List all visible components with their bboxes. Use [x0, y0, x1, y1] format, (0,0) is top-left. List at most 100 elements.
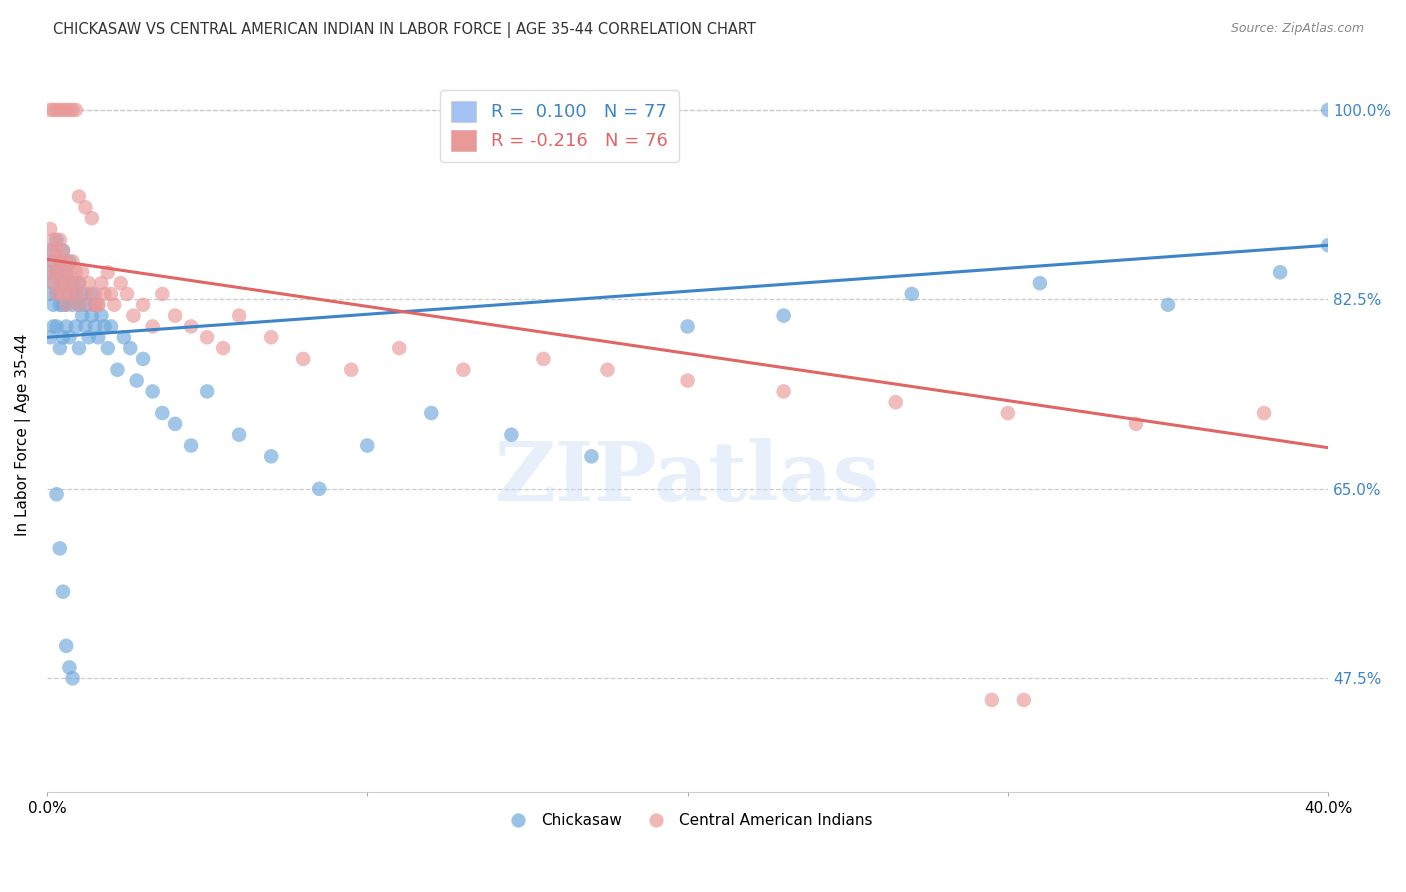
Point: [150, 406, 173, 420]
Point: [52, 103, 75, 117]
Point: [122, 309, 145, 323]
Point: [39, 222, 62, 236]
Point: [180, 319, 202, 334]
Point: [62, 671, 84, 685]
Point: [87, 330, 110, 344]
Point: [45, 233, 67, 247]
Point: [52, 298, 75, 312]
Point: [212, 341, 235, 355]
Point: [42, 276, 65, 290]
Point: [42, 254, 65, 268]
Point: [58, 287, 80, 301]
Point: [80, 298, 103, 312]
Point: [55, 103, 77, 117]
Point: [195, 330, 218, 344]
Point: [165, 309, 187, 323]
Point: [65, 287, 87, 301]
Legend: Chickasaw, Central American Indians: Chickasaw, Central American Indians: [496, 807, 879, 834]
Point: [228, 309, 250, 323]
Point: [93, 319, 115, 334]
Point: [1157, 298, 1180, 312]
Point: [676, 374, 699, 388]
Point: [676, 319, 699, 334]
Point: [1253, 406, 1275, 420]
Point: [100, 287, 122, 301]
Point: [84, 319, 107, 334]
Point: [67, 189, 90, 203]
Point: [1125, 417, 1147, 431]
Point: [67, 276, 90, 290]
Point: [45, 244, 67, 258]
Point: [62, 254, 84, 268]
Point: [900, 287, 922, 301]
Point: [55, 265, 77, 279]
Point: [67, 298, 90, 312]
Point: [49, 298, 72, 312]
Point: [58, 287, 80, 301]
Point: [165, 417, 187, 431]
Point: [107, 363, 129, 377]
Point: [501, 427, 523, 442]
Point: [49, 276, 72, 290]
Point: [772, 309, 794, 323]
Point: [65, 319, 87, 334]
Point: [884, 395, 907, 409]
Y-axis label: In Labor Force | Age 35-44: In Labor Force | Age 35-44: [15, 334, 31, 536]
Point: [100, 319, 122, 334]
Point: [55, 639, 77, 653]
Point: [87, 298, 110, 312]
Point: [42, 319, 65, 334]
Point: [45, 103, 67, 117]
Point: [45, 265, 67, 279]
Point: [110, 276, 132, 290]
Point: [42, 254, 65, 268]
Point: [112, 330, 135, 344]
Point: [52, 330, 75, 344]
Point: [292, 351, 315, 366]
Point: [58, 103, 80, 117]
Point: [142, 319, 165, 334]
Point: [52, 287, 75, 301]
Point: [84, 287, 107, 301]
Point: [70, 287, 93, 301]
Point: [42, 233, 65, 247]
Point: [58, 254, 80, 268]
Point: [97, 265, 120, 279]
Point: [180, 438, 202, 452]
Point: [308, 482, 330, 496]
Point: [75, 200, 97, 214]
Point: [52, 276, 75, 290]
Point: [1268, 265, 1291, 279]
Point: [52, 584, 75, 599]
Point: [52, 244, 75, 258]
Point: [75, 319, 97, 334]
Point: [80, 287, 103, 301]
Point: [75, 287, 97, 301]
Point: [45, 265, 67, 279]
Point: [39, 330, 62, 344]
Point: [62, 276, 84, 290]
Point: [39, 265, 62, 279]
Point: [42, 103, 65, 117]
Point: [67, 276, 90, 290]
Point: [340, 363, 363, 377]
Point: [90, 276, 112, 290]
Point: [45, 487, 67, 501]
Point: [62, 276, 84, 290]
Point: [42, 298, 65, 312]
Point: [49, 541, 72, 556]
Point: [115, 287, 138, 301]
Point: [120, 341, 142, 355]
Point: [93, 287, 115, 301]
Point: [45, 287, 67, 301]
Point: [58, 660, 80, 674]
Text: Source: ZipAtlas.com: Source: ZipAtlas.com: [1230, 22, 1364, 36]
Point: [49, 103, 72, 117]
Point: [55, 319, 77, 334]
Point: [55, 298, 77, 312]
Point: [52, 244, 75, 258]
Point: [70, 265, 93, 279]
Point: [62, 103, 84, 117]
Point: [39, 244, 62, 258]
Point: [49, 233, 72, 247]
